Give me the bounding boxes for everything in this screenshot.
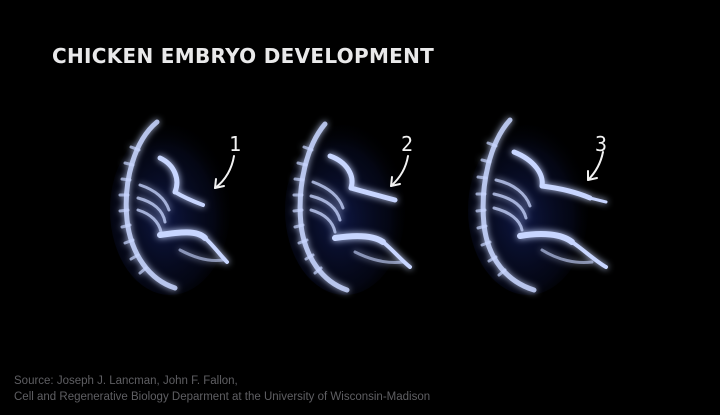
source-line-2: Cell and Regenerative Biology Deparment …: [14, 391, 431, 403]
embryo-skeleton-drawing-2: [285, 121, 412, 295]
embryo-skeleton-drawing-1: [110, 119, 230, 295]
annotation-number-3: 3: [595, 132, 608, 156]
hand-drawn-arrow-icon: [214, 155, 235, 189]
source-credit: Source: Joseph J. Lancman, John F. Fallo…: [14, 373, 430, 405]
annotation-number-2: 2: [401, 132, 414, 156]
embryo-skeleton-drawing-3: [468, 117, 608, 295]
hand-drawn-arrow-icon: [390, 155, 409, 187]
hand-drawn-arrow-icon: [587, 151, 604, 181]
embryo-skeleton-image-1: [105, 110, 255, 300]
annotation-number-1: 1: [229, 132, 242, 156]
slide-title: CHICKEN EMBRYO DEVELOPMENT: [52, 44, 435, 68]
source-line-1: Source: Joseph J. Lancman, John F. Fallo…: [14, 375, 238, 387]
embryo-skeleton-image-2: [285, 110, 435, 300]
embryo-skeleton-image-3: [468, 110, 618, 300]
